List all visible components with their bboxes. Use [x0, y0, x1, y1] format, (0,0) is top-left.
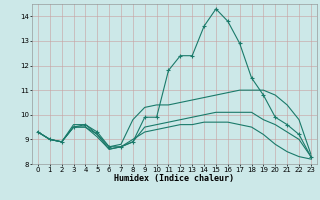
X-axis label: Humidex (Indice chaleur): Humidex (Indice chaleur)	[115, 174, 234, 183]
